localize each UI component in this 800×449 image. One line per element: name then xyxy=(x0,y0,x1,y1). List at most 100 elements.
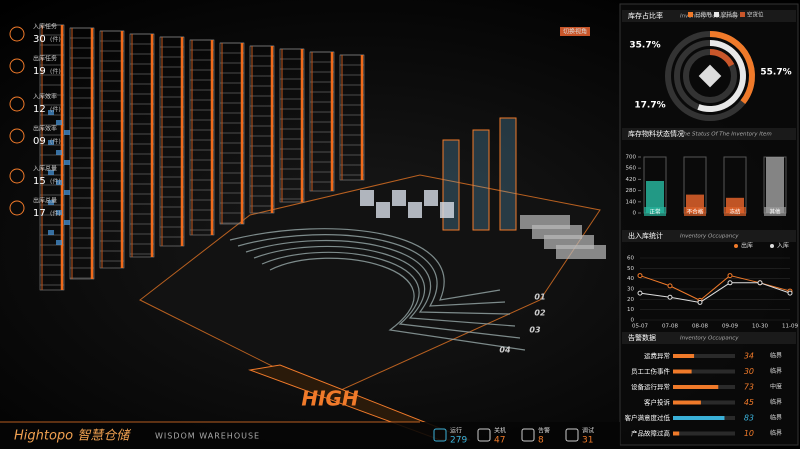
bottom-stat-label: 调试 xyxy=(582,427,594,435)
alert-level: 临界 xyxy=(770,414,782,422)
alert-value: 73 xyxy=(744,383,754,392)
alert-value: 10 xyxy=(744,429,754,438)
stat-value: 12 xyxy=(33,104,46,115)
machine xyxy=(360,190,374,206)
panel-title: 告警数据 xyxy=(628,333,656,342)
ring-arc xyxy=(709,31,755,105)
stat-unit: (件) xyxy=(50,138,61,146)
alert-track xyxy=(673,431,735,436)
cargo xyxy=(48,140,54,145)
stat-unit: (件) xyxy=(50,68,61,76)
bottom-stat-value: 279 xyxy=(450,436,467,446)
switch-button-label[interactable]: 切换视角 xyxy=(563,28,587,36)
bottom-stat-icon xyxy=(565,428,579,442)
stat-value: 19 xyxy=(33,66,46,77)
scene-label: HIGH xyxy=(301,387,359,411)
legend-label: 已使用 xyxy=(695,11,712,19)
alert-bar xyxy=(673,369,692,374)
x-tick-label: 冻结 xyxy=(729,208,741,216)
ring-arc xyxy=(697,40,746,112)
stat-icon xyxy=(9,168,25,184)
y-tick-label: 40 xyxy=(627,276,634,282)
stat-label: 出库总量 xyxy=(33,197,57,205)
cargo xyxy=(64,190,70,195)
alert-label: 客户投诉 xyxy=(644,398,671,407)
stat-label: 入库总量 xyxy=(33,165,57,173)
category-box xyxy=(764,207,786,216)
x-tick-label: 07-08 xyxy=(662,324,678,330)
tower xyxy=(472,129,490,231)
stat-unit: (件) xyxy=(50,106,61,114)
panel-subtitle: The Status Of The Inventory Item xyxy=(680,132,772,138)
category-box xyxy=(684,207,706,216)
scene-label: 01 xyxy=(534,293,545,302)
panel-subtitle: Inventory Occupancy xyxy=(680,234,739,240)
conveyor xyxy=(269,257,526,351)
alert-label: 设备运行异常 xyxy=(631,382,670,391)
switch-button[interactable] xyxy=(560,27,590,36)
machine xyxy=(392,190,406,206)
machine xyxy=(424,190,438,206)
y-tick-label: 700 xyxy=(626,155,637,161)
cargo xyxy=(48,110,54,115)
bottom-stat-icon xyxy=(521,428,535,442)
cargo xyxy=(64,130,70,135)
bottom-stat-icon xyxy=(477,428,491,442)
cargo xyxy=(48,170,54,175)
y-tick-label: 20 xyxy=(627,297,634,303)
series-point xyxy=(637,290,643,296)
machine xyxy=(408,202,422,218)
conveyor xyxy=(237,234,506,307)
bottom-stat-label: 运行 xyxy=(450,427,462,435)
alert-bar xyxy=(673,354,695,358)
donut-center xyxy=(698,64,722,88)
stat-unit: (件) xyxy=(50,178,61,186)
bottom-stat-value: 31 xyxy=(582,436,593,446)
alert-bar xyxy=(673,400,701,405)
alert-label: 客户满意度过低 xyxy=(625,413,671,422)
y-tick-label: 0 xyxy=(631,318,635,324)
stat-icon xyxy=(9,128,25,144)
stat-icon xyxy=(9,200,25,216)
stat-label: 入库效率 xyxy=(33,93,57,101)
legend-swatch xyxy=(770,244,774,248)
cargo xyxy=(64,220,70,225)
series-point xyxy=(637,273,643,279)
machine xyxy=(440,202,454,218)
series-point xyxy=(757,280,763,286)
panel-subtitle: Inventory Occupancy xyxy=(680,14,739,20)
cargo xyxy=(56,210,62,215)
stat-label: 出库效率 xyxy=(33,125,57,133)
alert-track xyxy=(673,400,735,405)
alert-value: 83 xyxy=(744,414,754,423)
category-box xyxy=(724,207,746,216)
y-tick-label: 560 xyxy=(626,166,637,172)
series-point xyxy=(727,273,733,279)
bar xyxy=(646,181,664,213)
y-tick-label: 50 xyxy=(627,266,634,272)
x-tick-label: 11-09 xyxy=(782,324,798,330)
y-tick-label: 60 xyxy=(627,256,634,262)
y-tick-label: 420 xyxy=(626,177,637,183)
ring-value-label: 55.7% xyxy=(760,68,791,78)
panel-header xyxy=(622,10,796,22)
series-point xyxy=(727,280,733,286)
alert-level: 临界 xyxy=(770,367,782,375)
alert-level: 临界 xyxy=(770,352,782,360)
stat-icon xyxy=(9,26,25,42)
x-tick-label: 08-08 xyxy=(692,324,708,330)
legend-label: 入库 xyxy=(777,242,789,250)
cargo xyxy=(56,180,62,185)
stat-unit: (件) xyxy=(50,36,61,44)
alert-label: 运费异常 xyxy=(644,351,670,360)
panel-subtitle: Inventory Occupancy xyxy=(680,336,739,342)
legend-swatch xyxy=(688,12,693,17)
alert-value: 45 xyxy=(744,398,754,407)
panel-header xyxy=(622,332,796,344)
alert-level: 中度 xyxy=(770,383,782,391)
alert-value: 34 xyxy=(744,352,754,361)
alert-track xyxy=(673,354,735,358)
scene-label: 02 xyxy=(534,309,546,318)
y-tick-label: 0 xyxy=(633,211,637,217)
cargo xyxy=(56,150,62,155)
